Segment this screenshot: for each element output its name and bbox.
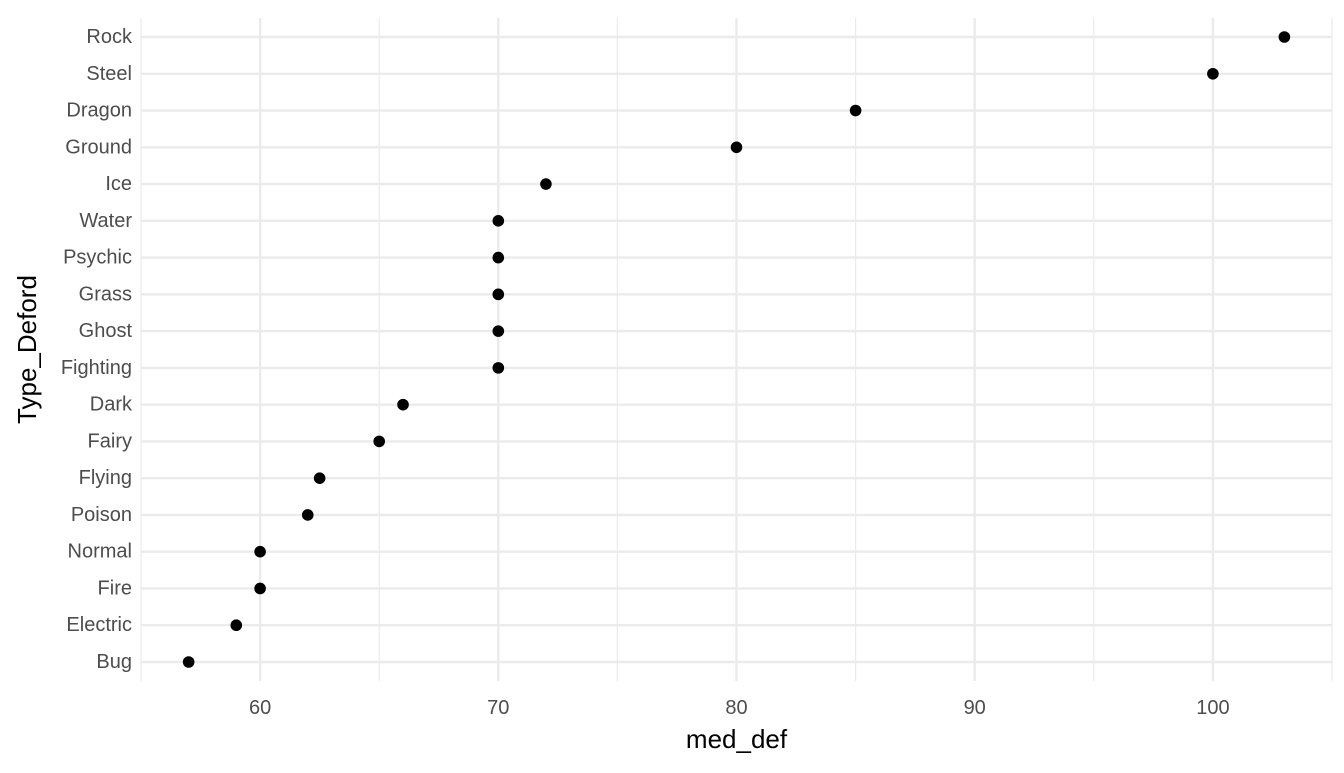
x-axis-tick-labels: 60 70 80 90 100 <box>249 697 1230 719</box>
data-points <box>182 31 1291 668</box>
y-tick-label: Flying <box>79 467 132 489</box>
data-point <box>849 104 862 117</box>
x-tick-label: 90 <box>964 697 986 719</box>
y-axis-title: Type_Deford <box>12 275 42 424</box>
data-point <box>492 251 505 264</box>
data-point <box>230 619 243 632</box>
major-gridlines <box>141 18 1332 681</box>
data-point <box>301 509 314 521</box>
y-axis-tick-labels: Rock Steel Dragon Ground Ice Water Psychic Gras… <box>61 26 133 673</box>
data-point <box>254 582 266 595</box>
y-tick-label: Psychic <box>63 247 132 269</box>
data-point <box>730 141 743 154</box>
y-tick-label: Dragon <box>66 100 132 122</box>
x-tick-label: 100 <box>1196 697 1229 719</box>
y-tick-label: Steel <box>86 63 132 85</box>
x-axis-title: med_def <box>686 724 788 754</box>
y-tick-label: Water <box>79 210 132 232</box>
data-point <box>313 472 326 484</box>
y-tick-label: Poison <box>71 504 132 526</box>
y-tick-label: Grass <box>79 283 132 305</box>
y-tick-label: Ice <box>105 173 132 195</box>
minor-gridlines <box>140 18 1333 681</box>
x-tick-label: 60 <box>249 697 271 719</box>
data-point <box>254 545 266 558</box>
y-tick-label: Electric <box>66 614 132 636</box>
y-tick-label: Fairy <box>88 430 132 452</box>
data-point <box>1278 31 1291 43</box>
data-point <box>492 362 505 374</box>
y-tick-label: Normal <box>68 541 132 563</box>
y-tick-label: Ghost <box>79 320 133 342</box>
data-point <box>397 398 409 411</box>
data-point <box>540 178 552 190</box>
data-point <box>1207 67 1219 80</box>
y-tick-label: Dark <box>90 394 133 416</box>
x-tick-label: 70 <box>487 697 509 719</box>
data-point <box>373 435 386 448</box>
y-tick-label: Bug <box>96 651 132 673</box>
x-tick-label: 80 <box>725 697 747 719</box>
data-point <box>492 325 505 337</box>
data-point <box>492 288 505 301</box>
y-tick-label: Fire <box>98 577 132 599</box>
data-point <box>492 215 505 227</box>
y-tick-label: Fighting <box>61 357 132 379</box>
data-point <box>182 656 195 668</box>
y-tick-label: Ground <box>65 136 132 158</box>
y-tick-label: Rock <box>86 26 133 48</box>
